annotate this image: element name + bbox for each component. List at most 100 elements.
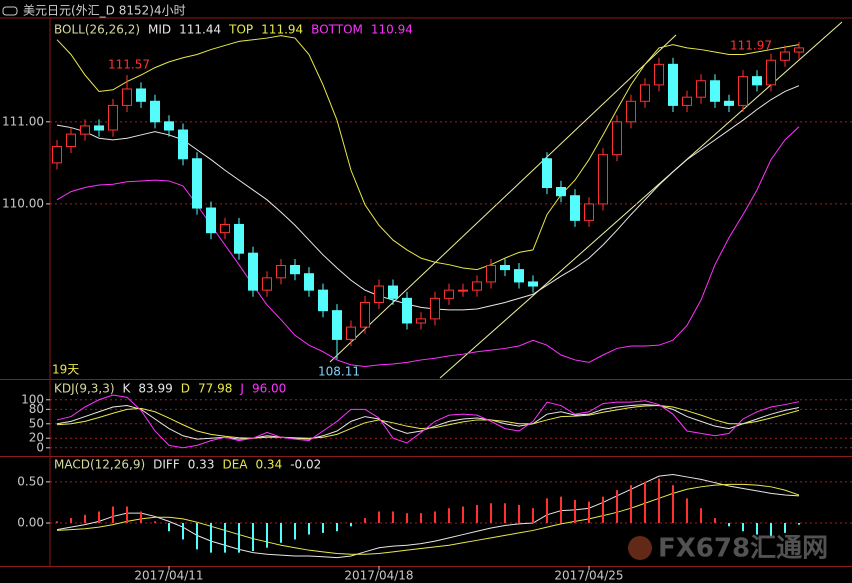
x-tick-label: 2017/04/18	[344, 569, 413, 583]
candle-body	[80, 125, 90, 135]
candle-body	[94, 125, 104, 131]
legend-value: -0.02	[290, 458, 321, 472]
legend-name: D	[181, 382, 190, 396]
candle-body	[416, 318, 426, 324]
candle-body	[458, 289, 468, 292]
window-icon[interactable]	[2, 6, 18, 16]
y-tick-label: 0.50	[17, 474, 44, 488]
y-tick-label: 0	[36, 440, 44, 454]
candle-body	[360, 301, 370, 328]
indicator-line	[56, 394, 800, 449]
legend-name: MID	[148, 23, 171, 37]
legend-title: MACD(12,26,9)	[54, 458, 145, 472]
candle-body	[136, 88, 146, 102]
candle-body	[752, 76, 762, 86]
candle-body	[444, 289, 454, 299]
legend-value: 111.44	[179, 23, 221, 37]
candle-body	[52, 145, 62, 164]
candle-body	[164, 121, 174, 131]
candle-body	[248, 252, 258, 291]
y-tick-label: 50	[29, 416, 44, 430]
candle-body	[318, 289, 328, 312]
candle-body	[332, 310, 342, 340]
watermark-logo	[628, 536, 652, 560]
candle-body	[766, 59, 776, 86]
candle-body	[262, 277, 272, 291]
legend-value: 0.34	[255, 458, 282, 472]
x-tick-label: 2017/04/11	[134, 569, 203, 583]
trend-line	[329, 34, 677, 363]
candle-body	[780, 51, 790, 61]
candle-body	[66, 133, 76, 147]
indicator-line	[56, 126, 800, 368]
period-annotation: 19天	[52, 363, 79, 377]
legend-value: 83.99	[138, 382, 172, 396]
y-tick-label: 80	[29, 402, 44, 416]
candle-body	[710, 80, 720, 102]
high-annotation: 111.97	[730, 39, 772, 53]
x-tick-label: 2017/04/25	[554, 569, 623, 583]
legend-value: 110.94	[371, 23, 413, 37]
candle-body	[430, 297, 440, 320]
legend-name: J	[239, 382, 244, 396]
legend-name: K	[123, 382, 132, 396]
candle-body	[724, 100, 734, 106]
candle-body	[388, 285, 398, 299]
indicator-line	[56, 473, 800, 559]
candle-body	[612, 121, 622, 156]
chart-title: 美元日元(外汇_D 8152)4小时	[23, 4, 186, 18]
candle-body	[556, 187, 566, 197]
candle-body	[654, 63, 664, 86]
legend-title: BOLL(26,26,2)	[54, 23, 140, 37]
y-tick-label: 0.00	[17, 516, 44, 530]
candle-body	[598, 154, 608, 205]
candle-body	[514, 269, 524, 283]
candle-body	[542, 158, 552, 189]
candle-body	[178, 129, 188, 160]
legend-value: 96.00	[252, 382, 286, 396]
y-tick-label: 110.00	[2, 196, 44, 210]
watermark: FX678汇通网	[658, 534, 828, 564]
indicator-line	[56, 483, 800, 555]
candle-body	[122, 88, 132, 106]
candle-body	[738, 76, 748, 106]
candle-body	[304, 273, 314, 291]
legend-name: DIFF	[153, 458, 180, 472]
y-tick-label: 20	[29, 431, 44, 445]
indicator-line	[56, 405, 800, 439]
candle-body	[584, 203, 594, 221]
y-tick-label: 100	[21, 392, 44, 406]
candle-body	[570, 195, 580, 221]
candle-body	[192, 158, 202, 209]
plot-area: 110.00 111.00 BOLL(26,26,2) MID 111.44 TOP 111…	[2, 23, 852, 583]
candle-body	[206, 207, 216, 234]
candle-body	[500, 265, 510, 271]
candle-body	[696, 80, 706, 98]
high-annotation: 111.57	[108, 58, 150, 72]
legend-name: DEA	[222, 458, 248, 472]
candle-body	[290, 265, 300, 275]
candle-body	[402, 297, 412, 324]
legend-name: TOP	[228, 23, 253, 37]
indicator-line	[56, 35, 800, 271]
candle-body	[108, 104, 118, 131]
legend-name: BOTTOM	[311, 23, 363, 37]
candle-body	[668, 63, 678, 106]
low-annotation: 108.11	[318, 365, 360, 379]
candle-body	[234, 223, 244, 254]
candle-body	[346, 326, 356, 340]
candle-body	[220, 223, 230, 234]
candle-body	[528, 281, 538, 287]
candle-body	[374, 285, 384, 303]
candle-body	[472, 281, 482, 291]
legend-value: 77.98	[198, 382, 232, 396]
legend-value: 111.94	[261, 23, 303, 37]
candle-body	[640, 84, 650, 102]
candle-body	[682, 96, 692, 106]
candle-body	[794, 47, 804, 53]
candle-body	[276, 265, 286, 279]
candle-body	[486, 265, 496, 283]
